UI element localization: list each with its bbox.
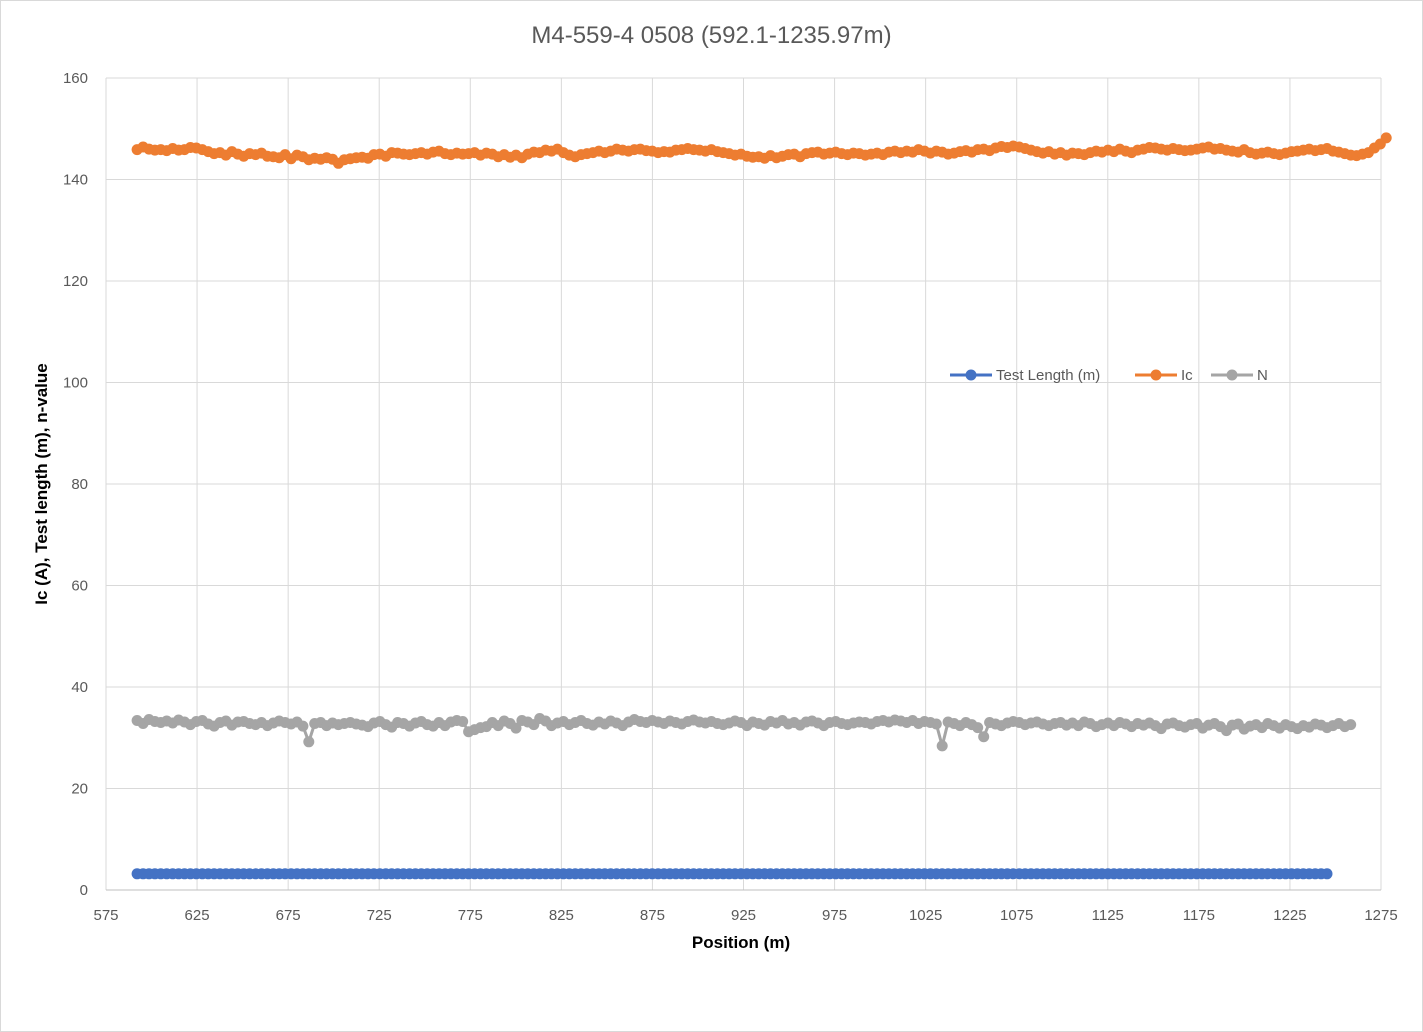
legend-entry: Test Length (m) — [950, 367, 1100, 384]
legend: Test Length (m) Ic N — [950, 367, 1268, 384]
y-tick-labels: 0 20 40 60 80 100 120 140 160 — [63, 70, 88, 899]
legend-marker — [1150, 369, 1162, 381]
legend-marker — [1226, 369, 1238, 381]
y-tick-label: 20 — [71, 781, 88, 798]
series-layer — [131, 132, 1392, 880]
x-axis-title: Position (m) — [691, 933, 791, 952]
chart-title: M4-559-4 0508 (592.1-1235.97m) — [531, 22, 892, 49]
y-tick-label: 120 — [63, 273, 88, 290]
series-test-length-m — [131, 868, 1333, 880]
legend-label: Test Length (m) — [996, 367, 1100, 384]
legend-entry: Ic — [1135, 367, 1193, 384]
y-tick-label: 60 — [71, 578, 88, 595]
data-point — [936, 740, 948, 752]
legend-label: N — [1257, 367, 1268, 384]
data-point — [1345, 719, 1357, 731]
data-point — [930, 718, 942, 730]
legend-label: Ic — [1181, 367, 1193, 384]
y-tick-label: 40 — [71, 679, 88, 696]
data-point — [1321, 868, 1333, 880]
data-point — [978, 731, 990, 743]
legend-marker — [965, 369, 977, 381]
x-tick-label: 825 — [549, 907, 574, 924]
data-point — [1380, 132, 1392, 144]
data-point — [972, 722, 984, 734]
x-tick-label: 875 — [640, 907, 665, 924]
x-tick-label: 1175 — [1183, 907, 1215, 924]
x-tick-label: 775 — [458, 907, 483, 924]
x-tick-label: 675 — [276, 907, 301, 924]
x-tick-label: 1275 — [1364, 907, 1397, 924]
y-tick-label: 0 — [80, 882, 88, 899]
y-tick-label: 80 — [71, 476, 88, 493]
x-tick-label: 1025 — [909, 907, 942, 924]
x-tick-labels: 575 625 675 725 775 825 875 925 975 1025 1075 1125 1… — [93, 907, 1397, 924]
data-point — [303, 736, 315, 748]
x-tick-label: 1125 — [1092, 907, 1124, 924]
x-tick-label: 725 — [367, 907, 392, 924]
x-tick-label: 975 — [822, 907, 847, 924]
legend-entry: N — [1211, 367, 1268, 384]
gridlines — [105, 77, 1382, 891]
y-tick-label: 160 — [63, 70, 88, 87]
x-tick-label: 1075 — [1000, 907, 1033, 924]
x-tick-label: 925 — [731, 907, 756, 924]
y-tick-label: 140 — [63, 172, 88, 189]
data-point — [297, 720, 309, 732]
x-tick-label: 625 — [185, 907, 210, 924]
data-point — [510, 722, 522, 734]
x-tick-label: 1225 — [1273, 907, 1306, 924]
y-tick-label: 100 — [63, 375, 88, 392]
x-tick-label: 575 — [93, 907, 118, 924]
series-ic — [131, 132, 1392, 169]
series-n — [131, 713, 1357, 752]
data-point — [457, 716, 469, 727]
